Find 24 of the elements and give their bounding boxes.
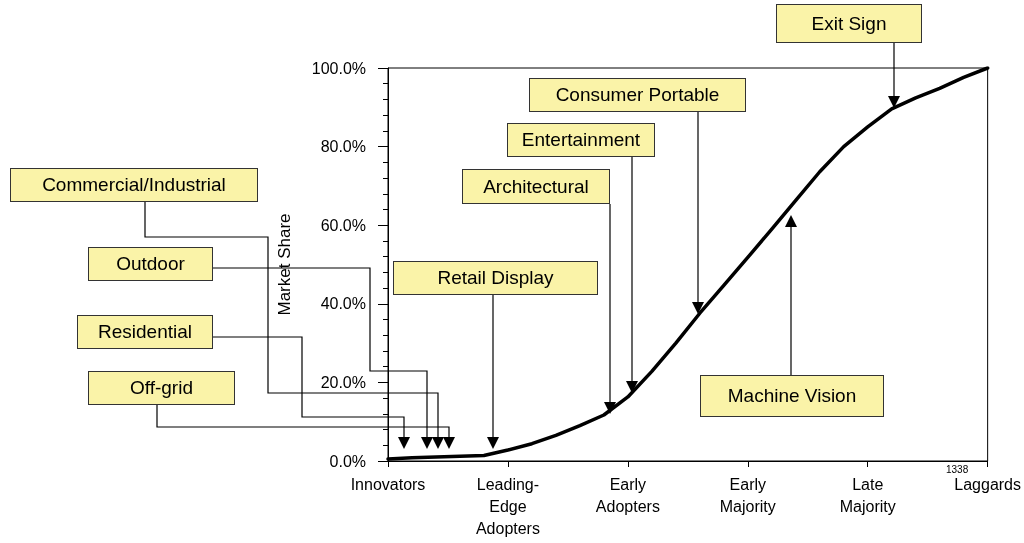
y-tick-label: 60.0%: [320, 216, 366, 234]
label-box: Entertainment: [507, 123, 655, 157]
label-box: Exit Sign: [776, 4, 922, 43]
y-tick-label: 100.0%: [311, 59, 366, 77]
label-box: Consumer Portable: [529, 78, 746, 112]
label-box: Outdoor: [88, 247, 213, 281]
x-tick-label: Early Adopters: [595, 475, 660, 515]
x-tick-label: Early Majority: [719, 475, 776, 515]
y-tick-label: 0.0%: [329, 452, 366, 470]
x-tick-label: Late Majority: [839, 475, 896, 515]
y-axis-title: Market Share: [275, 213, 294, 316]
label-box: Off-grid: [88, 371, 235, 405]
x-tick-label: Innovators: [350, 475, 426, 493]
x-tick-label: Laggards: [954, 475, 1021, 493]
label-box: Architectural: [462, 169, 610, 204]
y-tick-label: 80.0%: [320, 138, 366, 156]
label-box: Residential: [77, 315, 213, 349]
y-tick-label: 40.0%: [320, 295, 366, 313]
label-box: Machine Vision: [700, 375, 884, 417]
label-box: Retail Display: [393, 261, 598, 295]
text: 1338: [946, 464, 969, 475]
y-tick-label: 20.0%: [320, 373, 366, 391]
label-box: Commercial/Industrial: [10, 168, 258, 202]
x-tick-label: Leading- Edge Adopters: [475, 475, 540, 537]
